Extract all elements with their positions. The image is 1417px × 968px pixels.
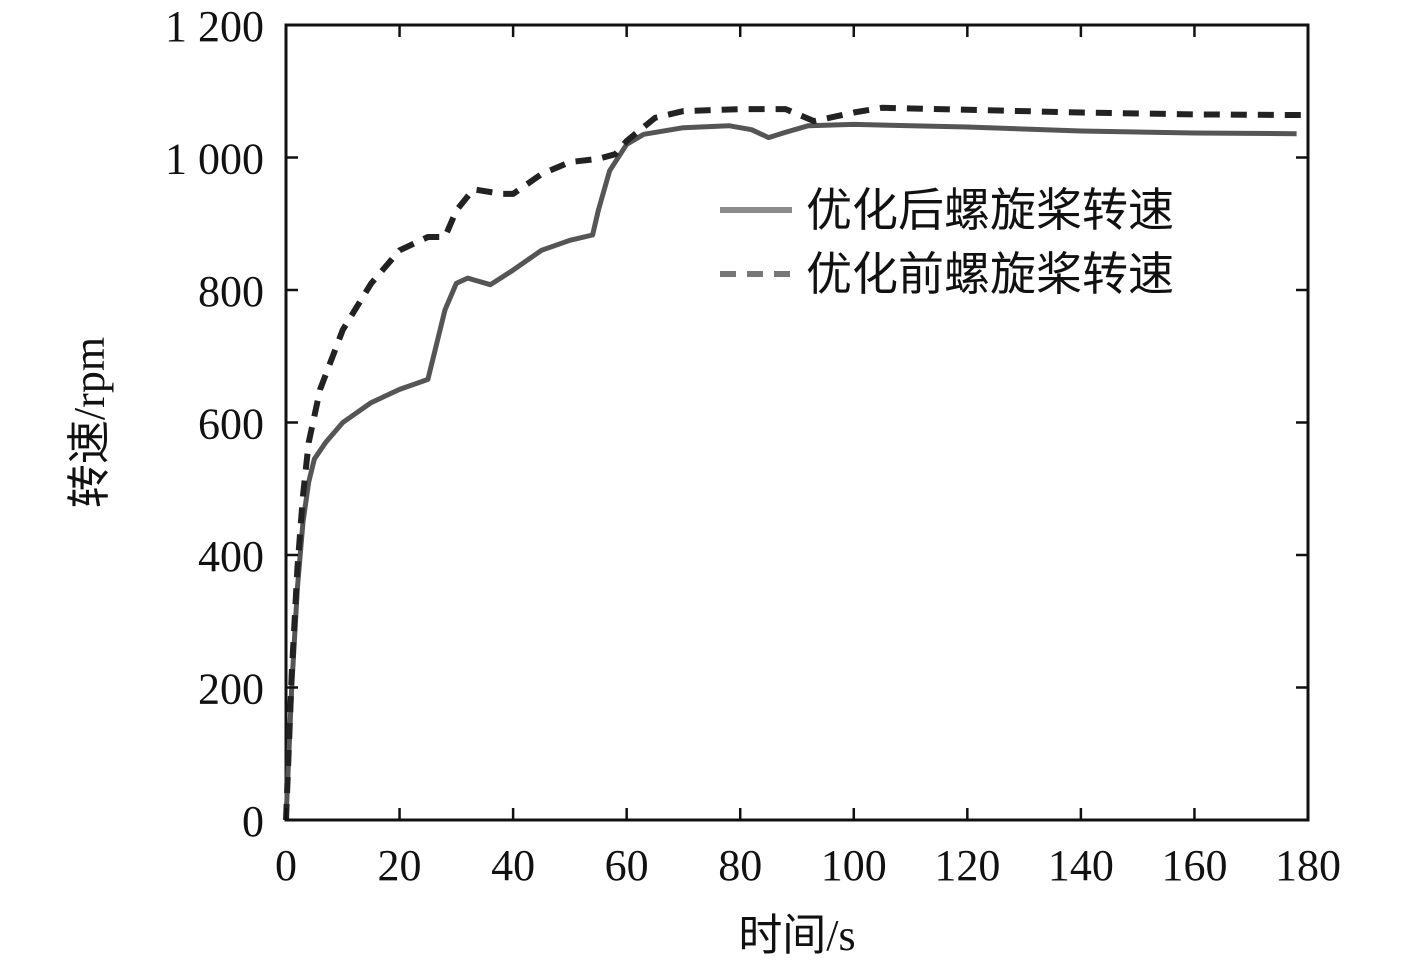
y-tick-label: 1 000 <box>165 135 264 184</box>
tick-layer: 0 20 40 60 80 100 120 140 160 180 0 200 400 600 800 1 0… <box>165 2 1341 890</box>
y-tick-label: 0 <box>242 797 264 846</box>
plot-frame <box>284 23 1310 822</box>
y-tick-label: 400 <box>198 532 264 581</box>
series-line-before <box>283 104 1309 821</box>
plot-area <box>284 23 1310 822</box>
y-tick-label: 200 <box>198 665 264 714</box>
y-tick-label: 600 <box>198 400 264 449</box>
x-tick-label: 140 <box>1048 841 1114 890</box>
y-axis-title: 转速/rpm <box>65 337 114 508</box>
legend-label: 优化前螺旋桨转速 <box>806 249 1174 300</box>
series-layer <box>283 104 1309 821</box>
x-tick-label: 120 <box>934 841 1000 890</box>
y-tick-label: 800 <box>198 267 264 316</box>
x-tick-label: 180 <box>1275 841 1341 890</box>
series-line-after <box>283 121 1297 821</box>
x-tick-label: 0 <box>275 841 297 890</box>
x-tick-label: 60 <box>605 841 649 890</box>
y-tick-label: 1 200 <box>165 2 264 51</box>
legend-label: 优化后螺旋桨转速 <box>806 185 1174 236</box>
x-tick-label: 100 <box>821 841 887 890</box>
x-tick-label: 160 <box>1161 841 1227 890</box>
x-tick-label: 80 <box>718 841 762 890</box>
x-tick-label: 40 <box>491 841 535 890</box>
x-tick-label: 20 <box>378 841 422 890</box>
x-axis-title: 时间/s <box>738 911 855 960</box>
